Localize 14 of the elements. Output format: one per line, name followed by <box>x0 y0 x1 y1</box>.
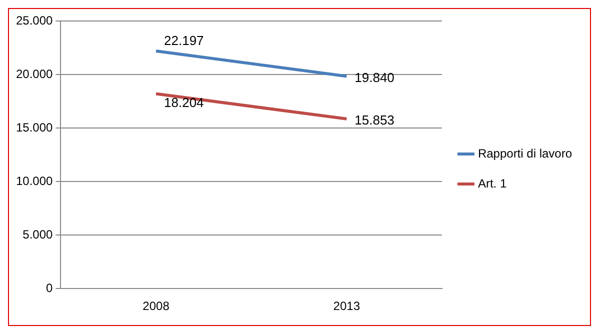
y-tick-label: 25.000 <box>16 13 54 28</box>
x-tick-label: 2008 <box>142 299 170 314</box>
y-tick-label: 15.000 <box>16 120 54 134</box>
y-tick-label: 5.000 <box>22 227 54 242</box>
y-tick-label: 20.000 <box>16 66 54 81</box>
data-label: 15.853 <box>354 112 394 128</box>
legend-label: Art. 1 <box>478 176 507 190</box>
legend-label: Rapporti di lavoro <box>478 146 572 160</box>
data-label: 22.197 <box>164 33 204 48</box>
y-tick-label: 10.000 <box>16 174 54 188</box>
x-tick-label: 2013 <box>333 299 360 314</box>
y-tick-label: 0 <box>46 280 54 295</box>
data-label: 19.840 <box>354 70 394 85</box>
data-label: 18.204 <box>164 94 204 110</box>
